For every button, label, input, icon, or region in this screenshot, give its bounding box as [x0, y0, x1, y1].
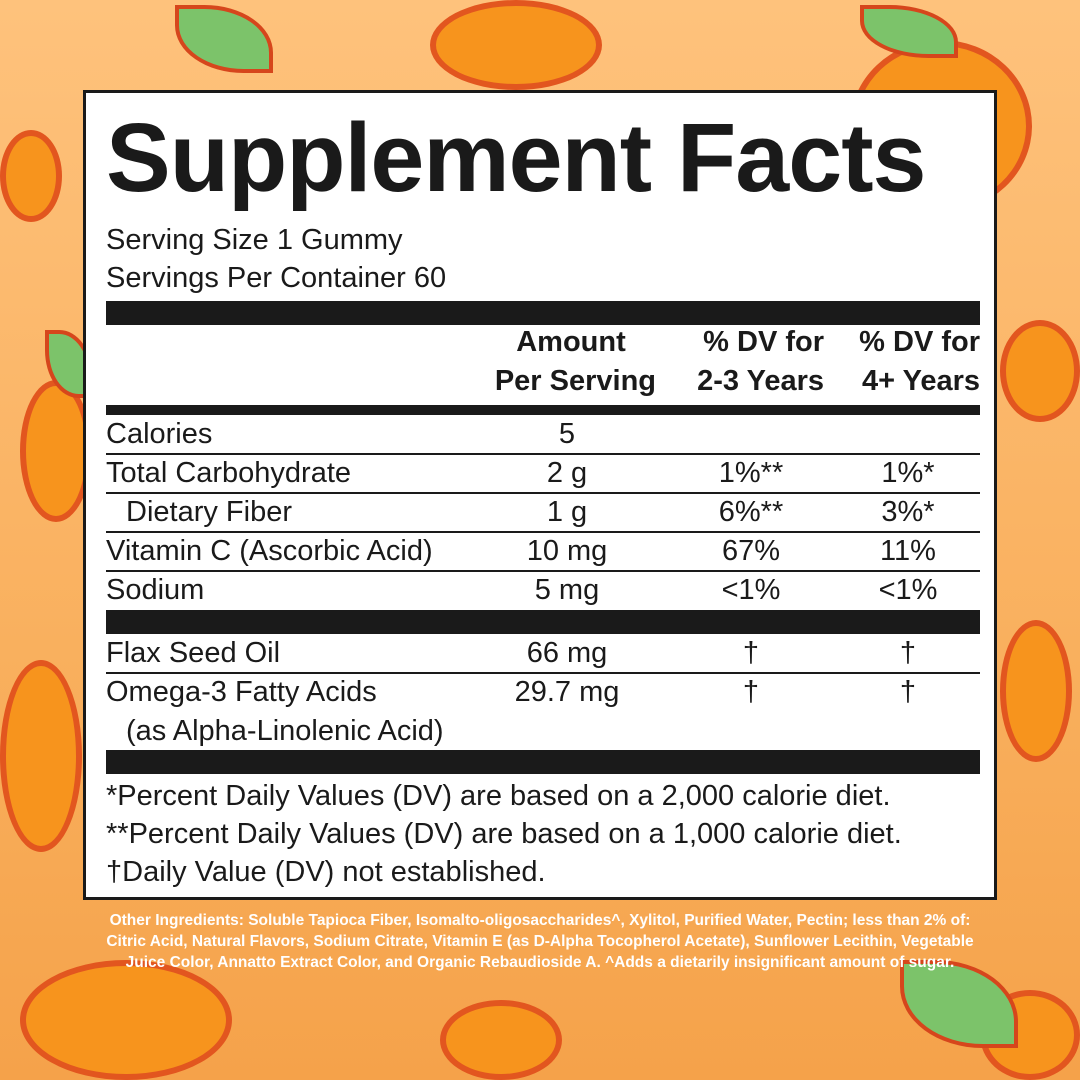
header-dv-adult: % DV for 4+ Years: [859, 326, 980, 397]
orange-illustration: [0, 660, 82, 852]
amount: 10 mg: [526, 535, 608, 567]
amount: 29.7 mg: [514, 676, 620, 708]
nutrient-sub: (as Alpha-Linolenic Acid): [126, 715, 444, 747]
row-divider: [106, 492, 980, 494]
dv-child: <1%: [721, 574, 781, 606]
nutrient-name: Calories: [106, 418, 213, 450]
nutrient-name: Total Carbohydrate: [106, 457, 352, 489]
nutrient-row: Flax Seed Oil 66 mg † †: [106, 634, 980, 673]
orange-illustration: [20, 380, 92, 522]
nutrient-name: Omega-3 Fatty Acids: [106, 676, 377, 708]
dv-adult: <1%: [878, 574, 938, 606]
nutrient-row: Sodium 5 mg <1% <1%: [106, 571, 980, 610]
amount: 5 mg: [534, 574, 600, 606]
other-ingredients: Other Ingredients: Soluble Tapioca Fiber…: [106, 912, 974, 971]
footnote: *Percent Daily Values (DV) are based on …: [106, 780, 891, 812]
header-dv-child: % DV for 2-3 Years: [697, 326, 824, 397]
divider: [106, 610, 980, 634]
footnote: †Daily Value (DV) not established.: [106, 856, 546, 888]
nutrient-name: Dietary Fiber: [126, 496, 292, 528]
amount: 66 mg: [526, 637, 608, 669]
leaf-illustration: [860, 5, 958, 58]
leaf-illustration: [900, 960, 1018, 1048]
dv-child: 67%: [721, 535, 781, 567]
nutrient-name: Sodium: [106, 574, 205, 606]
supplement-facts-panel: Supplement Facts Serving Size 1 Gummy Se…: [83, 90, 997, 900]
dv-adult: 3%*: [881, 496, 935, 528]
orange-illustration: [20, 960, 232, 1080]
nutrient-row: Calories 5: [106, 415, 980, 454]
leaf-illustration: [175, 5, 273, 73]
row-divider: [106, 453, 980, 455]
row-divider: [106, 570, 980, 572]
dv-child: 6%**: [718, 496, 784, 528]
dv-adult: 1%*: [881, 457, 935, 489]
nutrient-row: Dietary Fiber 1 g 6%** 3%*: [106, 493, 980, 532]
divider: [106, 301, 980, 325]
servings-per-container: Servings Per Container 60: [106, 262, 447, 294]
footnote: **Percent Daily Values (DV) are based on…: [106, 818, 902, 850]
orange-illustration: [0, 130, 62, 222]
dv-adult: 11%: [880, 535, 936, 567]
amount: 2 g: [546, 457, 588, 489]
amount: 1 g: [546, 496, 588, 528]
amount: 5: [558, 418, 576, 450]
nutrient-subline: (as Alpha-Linolenic Acid): [106, 712, 980, 751]
panel-title: Supplement Facts: [106, 103, 926, 212]
dv-adult: †: [899, 676, 917, 708]
row-divider: [106, 672, 980, 674]
nutrient-name: Vitamin C (Ascorbic Acid): [106, 535, 433, 567]
dv-child: †: [742, 676, 760, 708]
dv-child: 1%**: [718, 457, 784, 489]
dv-adult: †: [899, 637, 917, 669]
orange-illustration: [440, 1000, 562, 1080]
nutrient-row: Total Carbohydrate 2 g 1%** 1%*: [106, 454, 980, 493]
nutrient-name: Flax Seed Oil: [106, 637, 281, 669]
nutrient-row: Omega-3 Fatty Acids 29.7 mg † †: [106, 673, 980, 712]
nutrient-row: Vitamin C (Ascorbic Acid) 10 mg 67% 11%: [106, 532, 980, 571]
orange-illustration: [1000, 320, 1080, 422]
header-amount: Amount Per Serving: [494, 326, 656, 397]
serving-size: Serving Size 1 Gummy: [106, 224, 403, 256]
dv-child: †: [742, 637, 760, 669]
row-divider: [106, 531, 980, 533]
divider: [106, 750, 980, 774]
divider: [106, 405, 980, 415]
orange-illustration: [1000, 620, 1072, 762]
orange-illustration: [430, 0, 602, 90]
